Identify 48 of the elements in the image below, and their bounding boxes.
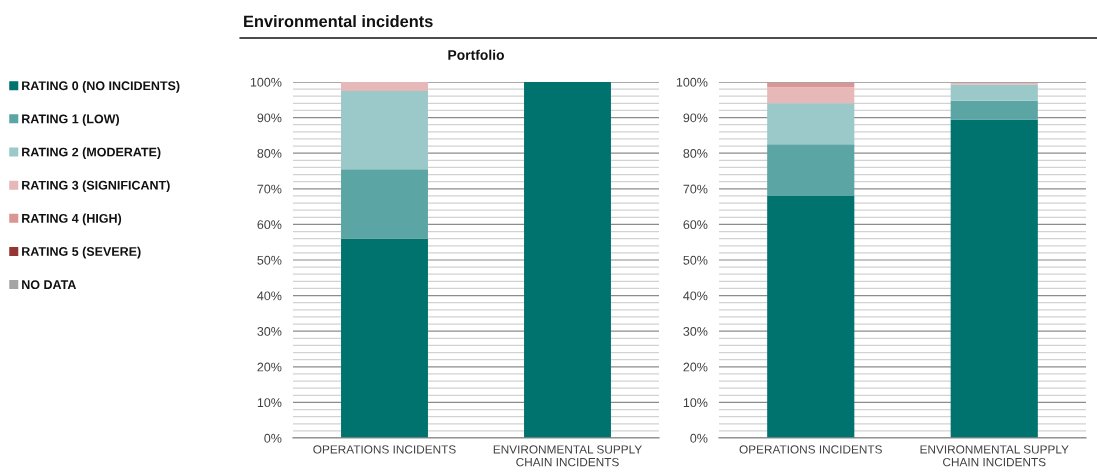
chart-title: Environmental incidents: [244, 15, 433, 28]
chart-subtitle: Portfolio: [448, 49, 504, 60]
y-tick-label: 70%: [683, 184, 708, 194]
legend-label: RATING 5 (SEVERE): [22, 246, 141, 259]
x-tick-label: OPERATIONS INCIDENTS: [313, 445, 456, 454]
y-tick-label: 20%: [683, 362, 708, 372]
bar: [767, 103, 855, 145]
y-tick-label: 0%: [264, 433, 282, 443]
bar: [950, 119, 1038, 438]
y-tick-label: 30%: [683, 327, 708, 336]
y-tick-label: 50%: [257, 255, 282, 265]
bar: [767, 195, 855, 438]
y-tick-label: 30%: [257, 327, 282, 336]
legend-label: RATING 1 (LOW): [22, 114, 120, 126]
y-tick-label: 50%: [683, 255, 708, 265]
bar: [950, 100, 1038, 120]
y-tick-label: 40%: [683, 291, 708, 301]
y-tick-label: 100%: [676, 77, 708, 87]
y-tick-label: 90%: [257, 113, 282, 123]
bar: [341, 90, 428, 170]
legend-label: RATING 2 (MODERATE): [22, 147, 161, 159]
bar: [767, 144, 855, 196]
legend-label: RATING 3 (SIGNIFICANT): [22, 180, 170, 193]
bar: [767, 87, 855, 104]
bar: [341, 238, 428, 438]
y-tick-label: 20%: [257, 362, 282, 372]
y-tick-label: 90%: [683, 113, 708, 123]
y-tick-label: 0%: [690, 433, 708, 443]
bar: [524, 82, 611, 438]
y-tick-label: 40%: [257, 291, 282, 301]
y-tick-label: 100%: [250, 77, 282, 87]
x-tick-label: ENVIRONMENTAL SUPPLY CHAIN INCIDENTS: [920, 445, 1069, 467]
bar: [341, 169, 428, 239]
x-tick-label: ENVIRONMENTAL SUPPLY CHAIN INCIDENTS: [493, 445, 642, 467]
y-tick-label: 80%: [683, 149, 708, 158]
y-tick-label: 10%: [683, 398, 708, 408]
bar: [341, 82, 428, 91]
y-tick-label: 70%: [257, 184, 282, 194]
legend-label: NO DATA: [22, 280, 77, 290]
y-tick-label: 10%: [257, 398, 282, 408]
x-tick-label: OPERATIONS INCIDENTS: [739, 445, 882, 454]
legend-label: RATING 0 (NO INCIDENTS): [22, 81, 180, 93]
y-tick-label: 80%: [257, 149, 282, 158]
y-tick-label: 60%: [683, 220, 708, 230]
legend-label: RATING 4 (HIGH): [22, 213, 122, 226]
bar: [767, 83, 855, 88]
bar: [950, 84, 1038, 101]
y-tick-label: 60%: [257, 220, 282, 230]
